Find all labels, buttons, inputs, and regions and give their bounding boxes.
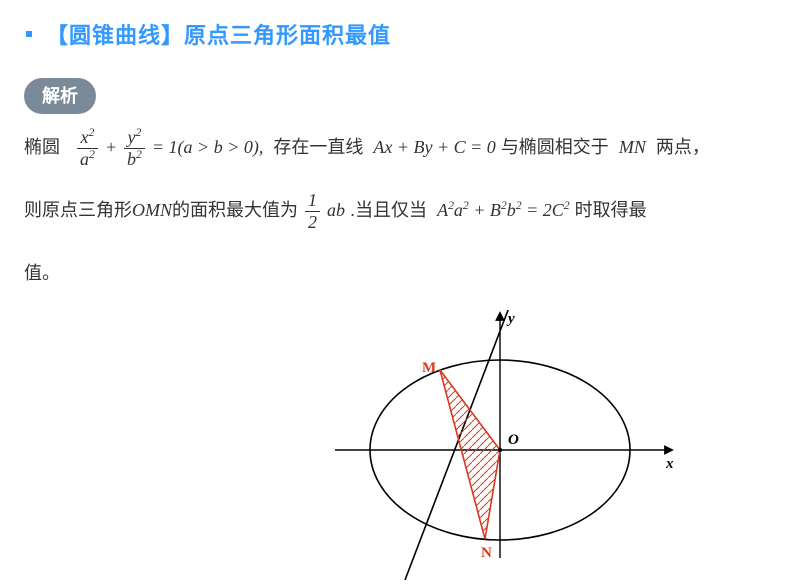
ellipse-diagram: y x O M N bbox=[320, 310, 680, 580]
title-bullet-icon bbox=[26, 31, 32, 37]
mn-label: MN bbox=[619, 137, 646, 157]
half-num: 1 bbox=[305, 191, 320, 212]
analysis-badge: 解析 bbox=[24, 78, 96, 114]
frac-x2-a2: x2 a2 bbox=[77, 128, 98, 169]
when-get: 时取得最 bbox=[575, 200, 647, 220]
frac-y2-b2: y2 b2 bbox=[124, 128, 145, 169]
omn: OMN bbox=[132, 200, 172, 220]
svg-text:x: x bbox=[665, 456, 674, 472]
plus-1: + bbox=[105, 137, 117, 157]
svg-text:M: M bbox=[422, 360, 436, 376]
value-period: 值。 bbox=[24, 263, 60, 283]
figure-container: y x O M N bbox=[320, 310, 680, 585]
intersect-text: 与椭圆相交于 bbox=[501, 137, 609, 157]
iff: 当且仅当 bbox=[355, 200, 427, 220]
frac-x-num: x bbox=[81, 127, 89, 147]
paragraph-3: 值。 bbox=[24, 254, 774, 294]
frac-x-den: a bbox=[80, 149, 89, 169]
frac-y-num: y bbox=[128, 127, 136, 147]
two-points: 两点， bbox=[656, 137, 710, 157]
line-eq: Ax + By + C = 0 bbox=[373, 137, 495, 157]
p2-prefix: 则原点三角形 bbox=[24, 200, 132, 220]
svg-text:N: N bbox=[481, 545, 492, 561]
frac-y-den: b bbox=[127, 149, 136, 169]
title-row: 【圆锥曲线】原点三角形面积最值 bbox=[24, 18, 774, 50]
exists-line: 存在一直线 bbox=[273, 137, 363, 157]
ab: ab bbox=[327, 200, 345, 220]
svg-text:y: y bbox=[506, 311, 515, 327]
eq-one-cond: = 1(a > b > 0), bbox=[152, 137, 263, 157]
p1-lead: 椭圆 bbox=[24, 137, 60, 157]
frac-half: 1 2 bbox=[305, 191, 320, 232]
paragraph-1: 椭圆 x2 a2 + y2 b2 = 1(a > b > 0), 存在一直线 A… bbox=[24, 128, 774, 169]
condition: A2a2 + B2b2 = 2C2 bbox=[437, 200, 570, 220]
half-den: 2 bbox=[305, 212, 320, 232]
area-max-text: 的面积最大值为 bbox=[172, 200, 298, 220]
page-title: 【圆锥曲线】原点三角形面积最值 bbox=[46, 18, 391, 50]
svg-text:O: O bbox=[508, 432, 519, 448]
paragraph-2: 则原点三角形OMN的面积最大值为 1 2 ab .当且仅当 A2a2 + B2b… bbox=[24, 191, 774, 232]
page-root: 【圆锥曲线】原点三角形面积最值 解析 椭圆 x2 a2 + y2 b2 = 1(… bbox=[0, 0, 798, 588]
